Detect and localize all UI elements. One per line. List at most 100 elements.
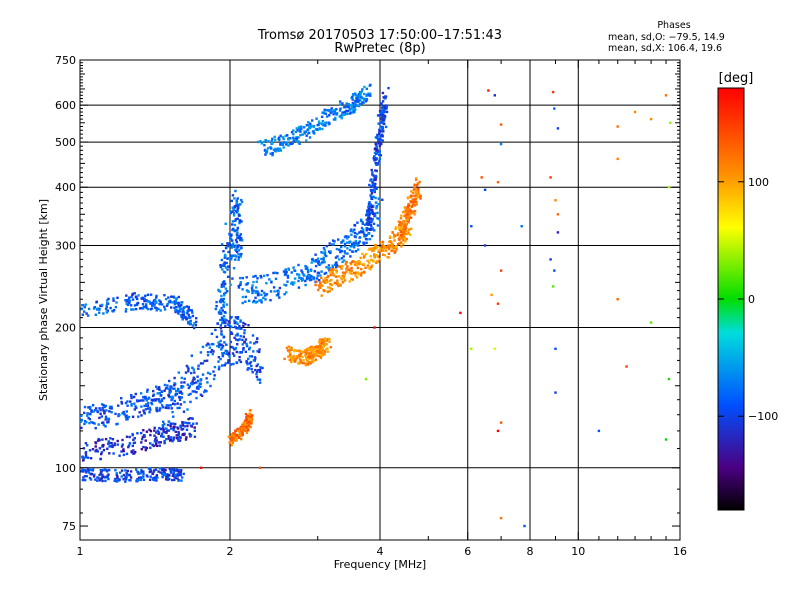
trace-point <box>158 409 161 412</box>
trace-point <box>255 300 259 303</box>
trace-point <box>370 189 373 192</box>
trace-point <box>164 387 168 390</box>
trace-point <box>166 476 170 479</box>
trace-point <box>179 425 183 429</box>
trace-point <box>89 478 93 481</box>
trace-point <box>165 304 169 307</box>
trace-point <box>157 398 161 401</box>
trace-point <box>351 105 355 108</box>
trace-point <box>357 248 360 251</box>
trace-point <box>184 315 187 319</box>
trace-point <box>83 469 86 472</box>
trace-point <box>278 136 281 139</box>
trace-point <box>402 239 405 242</box>
trace-point <box>228 257 231 260</box>
trace-point <box>177 301 180 305</box>
trace-point <box>367 248 370 251</box>
trace-point <box>283 271 287 274</box>
trace-point <box>98 447 102 450</box>
trace-point <box>94 478 97 481</box>
trace-point <box>360 90 363 93</box>
trace-point <box>377 138 380 142</box>
trace-point <box>275 294 279 297</box>
trace-point <box>120 402 124 405</box>
trace-point <box>291 281 294 284</box>
trace-point <box>155 296 158 299</box>
trace-point <box>211 342 214 346</box>
trace-point <box>318 354 321 358</box>
trace-point <box>367 259 370 262</box>
trace-point <box>86 467 90 470</box>
trace-point <box>374 169 377 172</box>
trace-point <box>102 423 105 427</box>
trace-point <box>286 349 290 352</box>
echo-point <box>499 123 503 126</box>
trace-point <box>333 240 336 243</box>
trace-point <box>192 378 195 381</box>
trace-point <box>338 103 342 106</box>
trace-point <box>220 285 223 288</box>
trace-point <box>359 262 362 266</box>
trace-point <box>222 315 226 318</box>
trace-point <box>406 207 409 210</box>
trace-point <box>184 421 187 424</box>
trace-point <box>104 479 107 483</box>
trace-point <box>348 240 351 243</box>
trace-point <box>144 294 147 297</box>
trace-point <box>238 221 241 225</box>
trace-point <box>238 427 242 430</box>
trace-point <box>92 410 95 413</box>
trace-point <box>114 477 117 481</box>
trace-point <box>100 477 103 481</box>
trace-point <box>246 363 249 366</box>
trace-point <box>321 353 324 357</box>
trace-point <box>232 433 235 437</box>
trace-point <box>79 420 83 423</box>
trace-point <box>376 150 379 153</box>
trace-point <box>156 476 159 479</box>
trace-point <box>337 284 340 288</box>
trace-point <box>357 261 360 264</box>
trace-point <box>102 404 105 407</box>
trace-point <box>372 157 375 160</box>
trace-point <box>155 398 158 401</box>
trace-point <box>199 351 203 354</box>
trace-point <box>332 118 336 121</box>
trace-point <box>134 405 137 408</box>
trace-point <box>250 417 253 420</box>
trace-point <box>255 280 258 283</box>
trace-point <box>299 359 302 362</box>
trace-point <box>313 353 316 356</box>
trace-point <box>350 233 353 236</box>
trace-point <box>243 329 246 332</box>
trace-point <box>343 252 347 255</box>
trace-point <box>133 408 136 411</box>
trace-point <box>228 243 232 246</box>
trace-point <box>373 246 376 250</box>
trace-point <box>329 268 333 271</box>
trace-point <box>179 436 182 439</box>
trace-point <box>178 406 181 410</box>
trace-point <box>290 346 293 350</box>
trace-point <box>158 407 162 410</box>
trace-point <box>375 253 379 257</box>
trace-point <box>371 181 374 184</box>
trace-point <box>340 249 343 253</box>
trace-point <box>188 432 191 436</box>
trace-point <box>164 473 167 476</box>
trace-point <box>404 232 407 235</box>
trace-point <box>101 303 104 307</box>
trace-point <box>314 348 317 351</box>
trace-point <box>116 296 119 299</box>
trace-point <box>163 471 166 475</box>
trace-point <box>107 420 110 424</box>
trace-point <box>372 174 375 177</box>
trace-point <box>323 108 326 111</box>
trace-point <box>172 473 175 476</box>
trace-point <box>86 444 89 447</box>
trace-point <box>241 239 244 242</box>
trace-point <box>349 255 352 258</box>
trace-point <box>287 138 290 141</box>
trace-point <box>181 421 184 424</box>
trace-point <box>271 137 274 141</box>
